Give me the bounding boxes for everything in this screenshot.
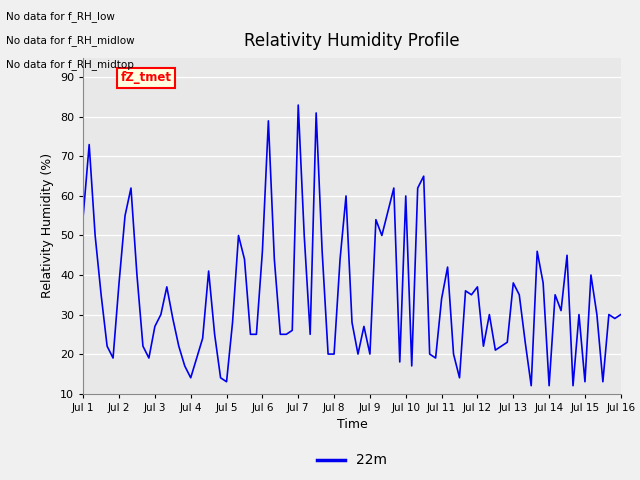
Text: No data for f_RH_midtop: No data for f_RH_midtop xyxy=(6,59,134,70)
Text: No data for f_RH_midlow: No data for f_RH_midlow xyxy=(6,35,135,46)
Y-axis label: Relativity Humidity (%): Relativity Humidity (%) xyxy=(42,153,54,298)
Text: fZ_tmet: fZ_tmet xyxy=(121,71,172,84)
Title: Relativity Humidity Profile: Relativity Humidity Profile xyxy=(244,33,460,50)
Text: No data for f_RH_low: No data for f_RH_low xyxy=(6,11,115,22)
X-axis label: Time: Time xyxy=(337,418,367,431)
Legend: 22m: 22m xyxy=(312,448,392,473)
